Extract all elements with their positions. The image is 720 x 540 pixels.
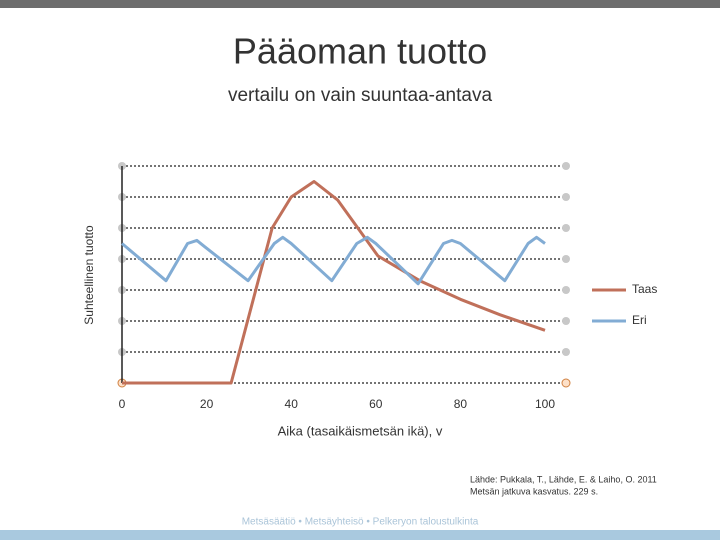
series-line	[122, 180, 546, 385]
grid-end-dot	[562, 286, 570, 294]
source-line: Lähde: Pukkala, T., Lähde, E. & Laiho, O…	[470, 474, 657, 484]
legend-label: Eri	[632, 313, 647, 327]
top-bar	[0, 0, 720, 8]
bottom-bar	[0, 530, 720, 540]
x-tick-label: 60	[369, 397, 383, 411]
source-line: Metsän jatkuva kasvatus. 229 s.	[470, 486, 598, 496]
grid-end-dot	[562, 317, 570, 325]
chart-subtitle: vertailu on vain suuntaa-antava	[228, 85, 492, 106]
grid-end-dot	[562, 162, 570, 170]
x-tick-label: 0	[119, 397, 126, 411]
series-line	[121, 235, 546, 286]
y-axis-label: Suhteellinen tuotto	[82, 225, 96, 325]
x-tick-label: 20	[200, 397, 214, 411]
legend-label: Taas	[632, 282, 657, 296]
grid-end-dot	[562, 255, 570, 263]
grid-end-dot	[561, 378, 571, 388]
x-tick-label: 40	[285, 397, 299, 411]
grid-end-dot	[562, 348, 570, 356]
chart-title: Pääoman tuotto	[233, 31, 487, 72]
x-tick-label: 100	[535, 397, 555, 411]
grid-end-dot	[562, 193, 570, 201]
x-axis-label: Aika (tasaikäismetsän ikä), v	[278, 423, 443, 438]
grid-end-dot	[562, 224, 570, 232]
footer: Metsäsäätiö • Metsäyhteisö • Pelkeryon t…	[242, 517, 479, 528]
x-tick-label: 80	[454, 397, 468, 411]
